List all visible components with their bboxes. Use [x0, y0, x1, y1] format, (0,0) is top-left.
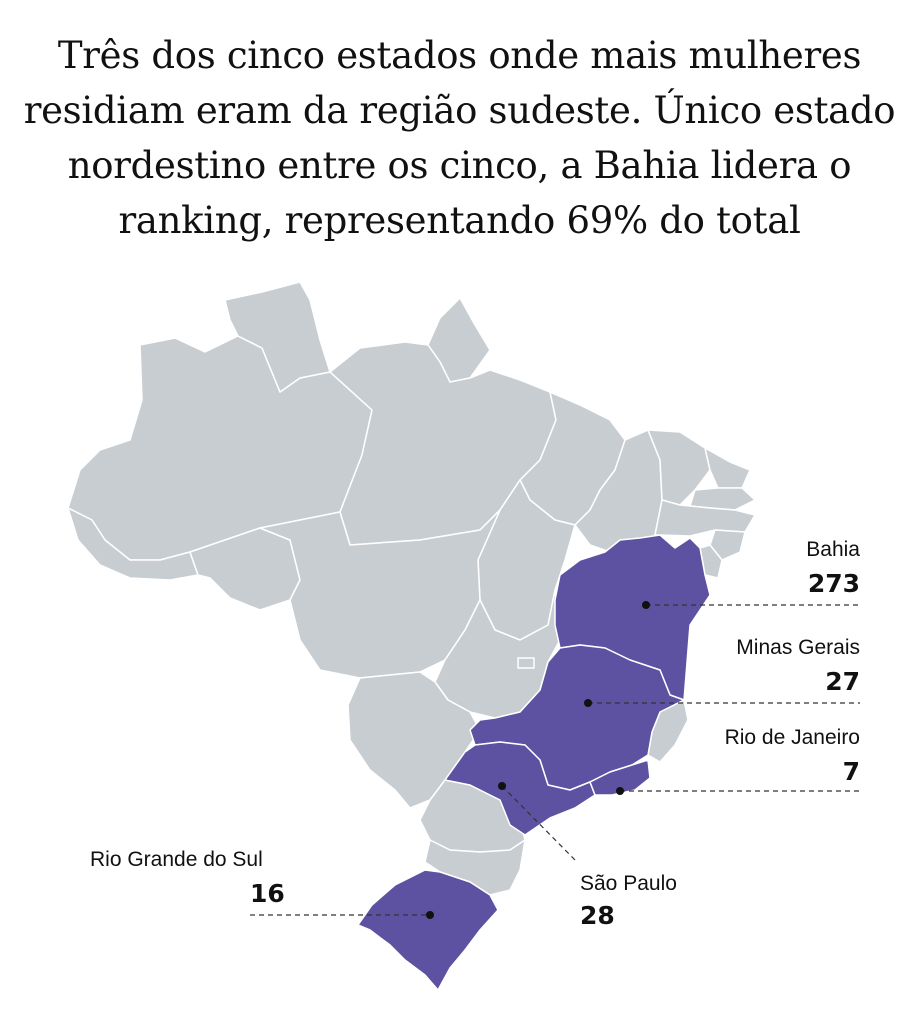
dot-saopaulo: [498, 782, 506, 790]
dot-bahia: [642, 601, 650, 609]
state-rn: [704, 447, 751, 489]
dot-rio: [616, 787, 624, 795]
state-al: [709, 529, 746, 561]
state-santa-catarina: [424, 839, 526, 896]
label-saopaulo-name: São Paulo: [580, 872, 677, 895]
title-line-3: nordestino entre os cinco, a Bahia lider…: [67, 144, 852, 187]
label-rs-name: Rio Grande do Sul: [90, 848, 263, 871]
callout-leaders: [250, 601, 860, 919]
base-states: [67, 281, 756, 896]
state-roraima: [224, 281, 331, 393]
label-rs-value: 16: [250, 879, 285, 908]
dot-minas: [584, 699, 592, 707]
state-sao-paulo: [444, 741, 596, 836]
callout-labels: Bahia 273 Minas Gerais 27 Rio de Janeiro…: [90, 538, 860, 930]
label-bahia-name: Bahia: [806, 538, 860, 561]
dot-rs: [426, 911, 434, 919]
title-line-1: Três dos cinco estados onde mais mulhere…: [57, 34, 862, 77]
label-rio-value: 7: [843, 757, 860, 786]
title-line-2: residiam eram da região sudeste. Único e…: [23, 89, 896, 132]
state-rio-de-janeiro: [589, 759, 651, 796]
title-line-4: ranking, representando 69% do total: [118, 199, 801, 242]
highlighted-states: [357, 534, 711, 991]
label-minas-name: Minas Gerais: [736, 636, 860, 659]
state-rio-grande-do-sul: [357, 869, 499, 991]
chart-title: Três dos cinco estados onde mais mulhere…: [0, 28, 919, 248]
label-minas-value: 27: [825, 667, 860, 696]
state-df: [517, 657, 535, 669]
label-bahia-value: 273: [808, 569, 860, 598]
label-rio-name: Rio de Janeiro: [725, 726, 860, 749]
label-saopaulo-value: 28: [580, 901, 615, 930]
